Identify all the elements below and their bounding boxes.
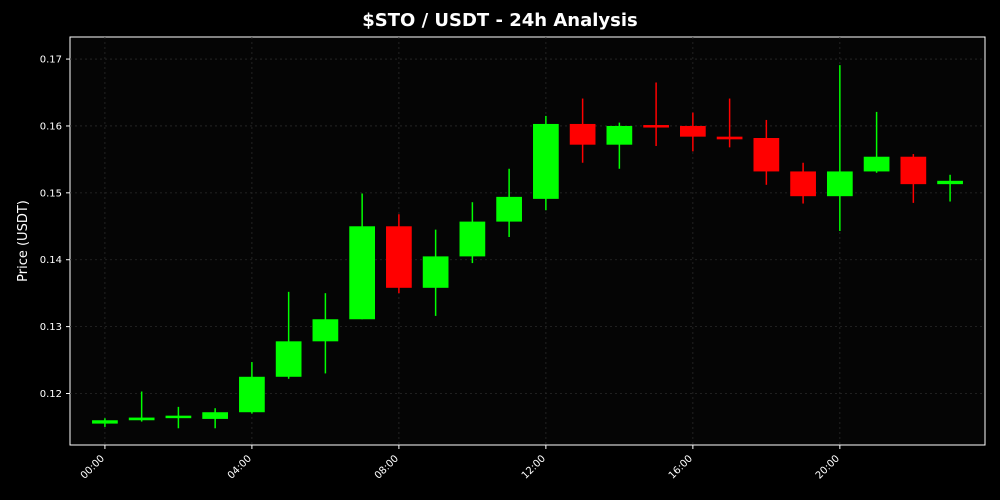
- candle: [496, 168, 522, 237]
- candle-body: [386, 226, 412, 288]
- y-tick-label: 0.15: [40, 188, 62, 199]
- x-tick-label: 04:00: [226, 453, 254, 481]
- y-tick-label: 0.14: [40, 255, 62, 266]
- candles: [92, 65, 963, 429]
- y-tick-label: 0.16: [40, 121, 62, 132]
- candle: [92, 418, 118, 427]
- candle-body: [349, 226, 375, 320]
- x-tick-label: 00:00: [79, 453, 107, 481]
- x-tick-label: 16:00: [667, 453, 695, 481]
- candle: [349, 193, 375, 320]
- candle: [826, 65, 853, 231]
- x-tick-label: 08:00: [373, 453, 401, 481]
- candle-body: [533, 123, 559, 199]
- candle: [202, 408, 229, 429]
- candle: [643, 82, 669, 147]
- candle-body: [826, 171, 853, 197]
- x-axis: 00:00 04:00 08:00 12:00 16:00 20:00: [79, 445, 842, 482]
- candle-body: [239, 376, 265, 413]
- candle-body: [606, 125, 633, 145]
- candle: [716, 98, 743, 148]
- candle-body: [496, 196, 522, 222]
- candle: [422, 229, 449, 316]
- candle-body: [165, 415, 192, 419]
- candle: [790, 162, 816, 204]
- candle: [312, 293, 339, 374]
- candle: [165, 406, 192, 429]
- candle: [680, 112, 706, 152]
- candle: [937, 174, 963, 202]
- candle: [753, 119, 780, 185]
- candle: [275, 291, 302, 379]
- candle-body: [275, 341, 302, 377]
- candle: [569, 98, 596, 163]
- y-axis: 0.12 0.13 0.14 0.15 0.16 0.17: [40, 55, 70, 400]
- y-tick-label: 0.17: [40, 55, 62, 66]
- candle: [863, 111, 890, 173]
- candle: [386, 214, 412, 294]
- candle-body: [716, 136, 743, 140]
- candle: [459, 202, 486, 264]
- chart-title: $STO / USDT - 24h Analysis: [362, 10, 638, 31]
- candle: [606, 122, 633, 169]
- candle-body: [92, 420, 118, 424]
- y-axis-label: Price (USDT): [16, 200, 31, 282]
- candle-body: [900, 156, 927, 185]
- candle-body: [680, 125, 706, 137]
- candle-body: [753, 137, 780, 172]
- plot-area: [69, 36, 986, 446]
- candle: [128, 391, 155, 422]
- candle-body: [569, 123, 596, 145]
- x-tick-label: 20:00: [814, 453, 842, 481]
- candle-body: [202, 412, 229, 419]
- candle-body: [312, 319, 339, 342]
- candle: [239, 362, 265, 414]
- candle-body: [643, 125, 669, 128]
- y-tick-label: 0.12: [40, 389, 62, 400]
- candle-body: [790, 171, 816, 197]
- candle-body: [937, 180, 963, 185]
- candle-body: [459, 221, 486, 257]
- candle: [900, 154, 927, 203]
- candle: [533, 115, 559, 211]
- candle-body: [128, 417, 155, 421]
- candle-body: [422, 256, 449, 288]
- y-tick-label: 0.13: [40, 322, 62, 333]
- candle-body: [863, 156, 890, 172]
- x-tick-label: 12:00: [520, 453, 548, 481]
